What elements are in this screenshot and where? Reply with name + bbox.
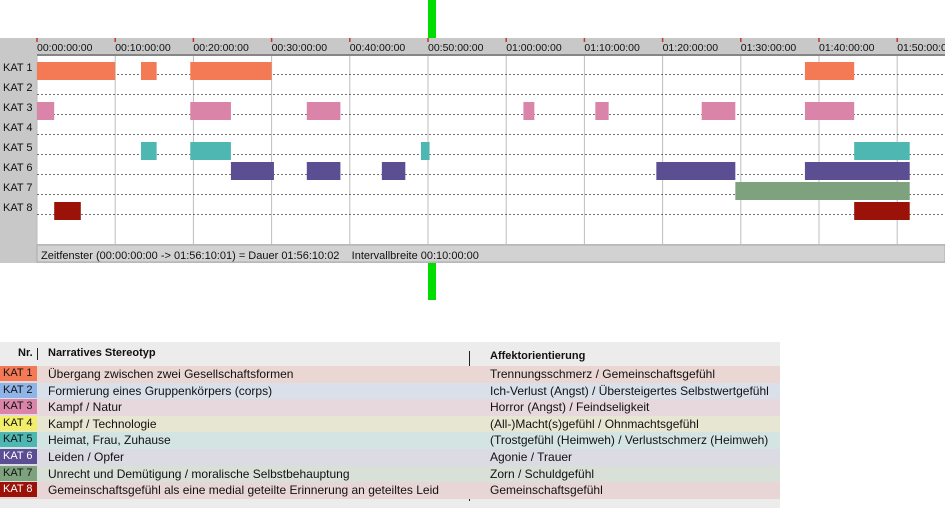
timeline-chart: 00:00:00:00 00:10:00:00 00:20:00:00 00:30:0… [0, 0, 945, 300]
timeline-segment [804, 102, 855, 120]
legend-row: KAT 7 Unrecht und Demütigung / moralische… [0, 465, 780, 483]
stereotyp-text: Gemeinschaftsgefühl als eine medial gete… [48, 483, 439, 498]
marker-bar-top [428, 0, 436, 38]
category-badge: KAT 3 [0, 399, 37, 415]
stereotyp-text: Leiden / Opfer [48, 450, 125, 464]
legend-row: KAT 3 Kampf / Natur Horror (Angst) / Feind… [0, 399, 780, 416]
legend-row: KAT 8 Gemeinschaftsgefühl als eine medial… [0, 482, 780, 499]
legend-header-affekt: Affektorientierung [490, 350, 586, 362]
x-tick-label: 01:00:00:00 [506, 42, 562, 54]
segments [37, 62, 910, 220]
row-label: KAT 6 [3, 162, 33, 174]
timeline-segment [306, 162, 341, 180]
category-badge: KAT 1 [0, 366, 37, 381]
timeline-segment [595, 102, 609, 120]
category-badge: KAT 4 [0, 415, 37, 431]
category-badge: KAT 5 [0, 432, 37, 448]
stereotyp-text: Unrecht und Demütigung / moralische Selb… [48, 466, 350, 481]
affekt-text: Ich-Verlust (Angst) / Übersteigertes Sel… [490, 383, 769, 398]
timeline-segment [854, 202, 910, 220]
row-label: KAT 2 [3, 82, 33, 94]
stereotyp-text: Kampf / Natur [48, 400, 123, 415]
row-label: KAT 4 [3, 122, 33, 134]
stereotyp-text: Kampf / Technologie [48, 416, 157, 431]
x-tick-label: 00:40:00:00 [350, 42, 406, 54]
affekt-text: Agonie / Trauer [490, 450, 573, 464]
category-badge: KAT 8 [0, 482, 37, 498]
stereotyp-text: Übergang zwischen zwei Gesellschaftsform… [48, 367, 294, 381]
affekt-text: Trennungsschmerz / Gemeinschaftsgefühl [490, 367, 715, 381]
timeline-segment [381, 162, 406, 180]
x-tick-label: 00:10:00:00 [115, 42, 171, 54]
x-tick-label: 01:40:00:00 [819, 42, 875, 54]
timeline-segment [420, 142, 430, 160]
timeline-segment [306, 102, 341, 120]
timeline-segment [701, 102, 736, 120]
timeline-segment [804, 162, 910, 180]
row-label: KAT 8 [3, 202, 33, 214]
x-tick-label: 00:00:00:00 [37, 42, 93, 54]
row-label: KAT 5 [3, 142, 33, 154]
x-tick-label: 01:20:00:00 [663, 42, 719, 54]
x-tick-label: 01:30:00:00 [741, 42, 797, 54]
row-label: KAT 7 [3, 182, 33, 194]
timeline-segment [656, 162, 736, 180]
timeline-segment [37, 102, 55, 120]
marker-bar-bottom [428, 263, 436, 300]
header-separator [37, 348, 38, 360]
timeline-segment [54, 202, 81, 220]
legend-header-nr: Nr. [18, 347, 33, 359]
timeline-segment [190, 142, 231, 160]
affekt-text: Gemeinschaftsgefühl [490, 483, 603, 498]
legend-header-stereotyp: Narratives Stereotyp [48, 347, 156, 359]
x-tick-label: 00:50:00:00 [428, 42, 484, 54]
timeline-segment [37, 62, 116, 80]
timeline-segment [804, 62, 855, 80]
timeline-segment [190, 102, 231, 120]
category-badge: KAT 7 [0, 465, 37, 481]
affekt-text: (Trostgefühl (Heimweh) / Verlustschmerz … [490, 433, 769, 448]
timeline-track-area [37, 56, 945, 244]
x-tick-label: 00:30:00:00 [272, 42, 328, 54]
timeline-segment [141, 142, 157, 160]
row-label: KAT 3 [3, 102, 33, 114]
timeline-segment [230, 162, 274, 180]
x-tick-label: 00:20:00:00 [193, 42, 249, 54]
legend-row: KAT 6 Leiden / Opfer Agonie / Trauer [0, 449, 780, 466]
stereotyp-text: Heimat, Frau, Zuhause [48, 433, 171, 448]
row-label: KAT 1 [3, 62, 33, 74]
timeline-segment [523, 102, 535, 120]
timeline-segment [735, 182, 910, 200]
stereotyp-text: Formierung eines Gruppenkörpers (corps) [48, 383, 273, 398]
affekt-text: (All-)Macht(s)gefühl / Ohnmachtsgefühl [490, 416, 699, 431]
timeline-segment [141, 62, 157, 80]
affekt-text: Zorn / Schuldgefühl [490, 466, 595, 481]
status-bar [36, 244, 945, 263]
timeline-segment [854, 142, 910, 160]
legend-row: KAT 1 Übergang zwischen zwei Gesellschaft… [0, 366, 780, 383]
x-tick-label: 01:50:00:00 [897, 42, 945, 54]
category-badge: KAT 2 [0, 382, 37, 398]
legend-row: KAT 4 Kampf / Technologie (All-)Macht(s)ge… [0, 415, 780, 433]
x-tick-label: 01:10:00:00 [584, 42, 640, 54]
timeline-segment [190, 62, 272, 80]
status-text: Zeitfenster (00:00:00:00 -> 01:56:10:01)… [41, 250, 479, 262]
affekt-text: Horror (Angst) / Feindseligkeit [490, 400, 650, 415]
legend-row: KAT 5 Heimat, Frau, Zuhause (Trostgefühl (… [0, 432, 780, 449]
category-badge: KAT 6 [0, 449, 37, 464]
legend-row: KAT 2 Formierung eines Gruppenkörpers (co… [0, 382, 780, 400]
legend-table: Nr. Narratives Stereotyp Affektorientier… [0, 342, 780, 508]
